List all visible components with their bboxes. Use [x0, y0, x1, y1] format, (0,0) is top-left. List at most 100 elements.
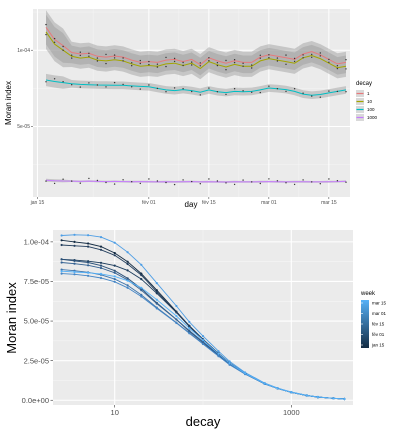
bottom-point — [317, 396, 319, 398]
top-point — [225, 182, 226, 183]
top-point — [174, 58, 175, 59]
bottom-point — [127, 251, 129, 253]
bottom-point — [188, 321, 190, 323]
top-point — [345, 68, 346, 69]
top-point — [251, 181, 252, 182]
top-y-tick-label: 5e-05 — [17, 124, 30, 130]
top-plot-panel — [33, 9, 350, 197]
top-point — [80, 55, 81, 56]
top-point — [200, 65, 201, 66]
top-point — [302, 93, 303, 94]
top-point — [208, 178, 209, 179]
top-point — [97, 180, 98, 181]
top-point — [165, 182, 166, 183]
top-x-tick-label: fév 01 — [142, 200, 156, 206]
bottom-point — [61, 270, 63, 272]
bottom-point — [175, 322, 177, 324]
bottom-point — [61, 239, 63, 241]
bottom-point — [87, 246, 89, 248]
top-point — [182, 65, 183, 66]
bottom-legend-label: mar 01 — [372, 311, 387, 316]
top-y-ticks: 1e-04 5e-05 — [17, 48, 33, 130]
bottom-y-tick-label: 2.5e-05 — [24, 356, 49, 365]
top-point — [234, 59, 235, 60]
top-point — [174, 87, 175, 88]
top-x-axis-label: day — [185, 200, 198, 209]
bottom-point — [87, 261, 89, 263]
top-legend-title: decay — [356, 81, 372, 87]
top-x-tick-label: mar 15 — [321, 200, 337, 206]
top-legend-label-10: 10 — [367, 99, 373, 104]
top-point — [217, 65, 218, 66]
bottom-legend-title: week — [360, 291, 376, 297]
bottom-point — [343, 398, 345, 400]
top-point — [311, 57, 312, 58]
top-point — [148, 178, 149, 179]
bottom-point — [87, 272, 89, 274]
bottom-point — [100, 236, 102, 238]
bottom-point — [127, 261, 129, 263]
top-point — [191, 181, 192, 182]
top-point — [148, 61, 149, 62]
top-point — [320, 55, 321, 56]
bottom-point — [114, 270, 116, 272]
bottom-point — [175, 315, 177, 317]
bottom-y-ticks: 0.0e+002.5e-055.0e-057.5e-051.0e-04 — [22, 237, 53, 404]
top-point — [302, 54, 303, 55]
top-point — [54, 42, 55, 43]
top-point — [242, 66, 243, 67]
top-point — [157, 180, 158, 181]
top-point — [105, 63, 106, 64]
top-point — [217, 91, 218, 92]
top-point — [285, 91, 286, 92]
top-point — [234, 62, 235, 63]
bottom-point — [217, 353, 219, 355]
bottom-point — [127, 284, 129, 286]
bottom-point — [61, 273, 63, 275]
top-y-tick-label: 1e-04 — [17, 48, 30, 54]
top-point — [157, 63, 158, 64]
bottom-point — [202, 343, 204, 345]
bottom-legend-label: jan 15 — [371, 343, 385, 348]
top-point — [285, 54, 286, 55]
top-point — [122, 60, 123, 61]
bottom-point — [73, 241, 75, 243]
bottom-point — [114, 254, 116, 256]
bottom-point — [114, 242, 116, 244]
bottom-x-axis-label: decay — [186, 414, 221, 429]
top-point — [71, 57, 72, 58]
top-y-axis-label: Moran index — [4, 81, 13, 125]
top-point — [311, 181, 312, 182]
bottom-point — [332, 397, 334, 399]
bottom-point — [156, 299, 158, 301]
top-point — [268, 54, 269, 55]
bottom-point — [100, 277, 102, 279]
bottom-point — [175, 311, 177, 313]
top-point — [62, 46, 63, 47]
top-point — [285, 64, 286, 65]
top-point — [165, 66, 166, 67]
top-point — [251, 64, 252, 65]
bottom-point — [114, 275, 116, 277]
bottom-point — [156, 282, 158, 284]
bottom-point — [244, 372, 246, 374]
top-point — [345, 59, 346, 60]
top-point — [140, 60, 141, 61]
top-point — [277, 57, 278, 58]
bottom-point — [140, 289, 142, 291]
bottom-point — [61, 234, 63, 236]
bottom-point — [87, 242, 89, 244]
top-point — [80, 52, 81, 53]
top-point — [225, 69, 226, 70]
top-point — [311, 95, 312, 96]
top-point — [122, 84, 123, 85]
top-point — [71, 84, 72, 85]
top-point — [182, 62, 183, 63]
bottom-point — [87, 275, 89, 277]
top-x-tick-label: jan 15 — [30, 200, 45, 206]
bottom-point — [202, 339, 204, 341]
top-point — [328, 59, 329, 60]
top-point — [208, 60, 209, 61]
top-point — [337, 68, 338, 69]
top-point — [80, 86, 81, 87]
